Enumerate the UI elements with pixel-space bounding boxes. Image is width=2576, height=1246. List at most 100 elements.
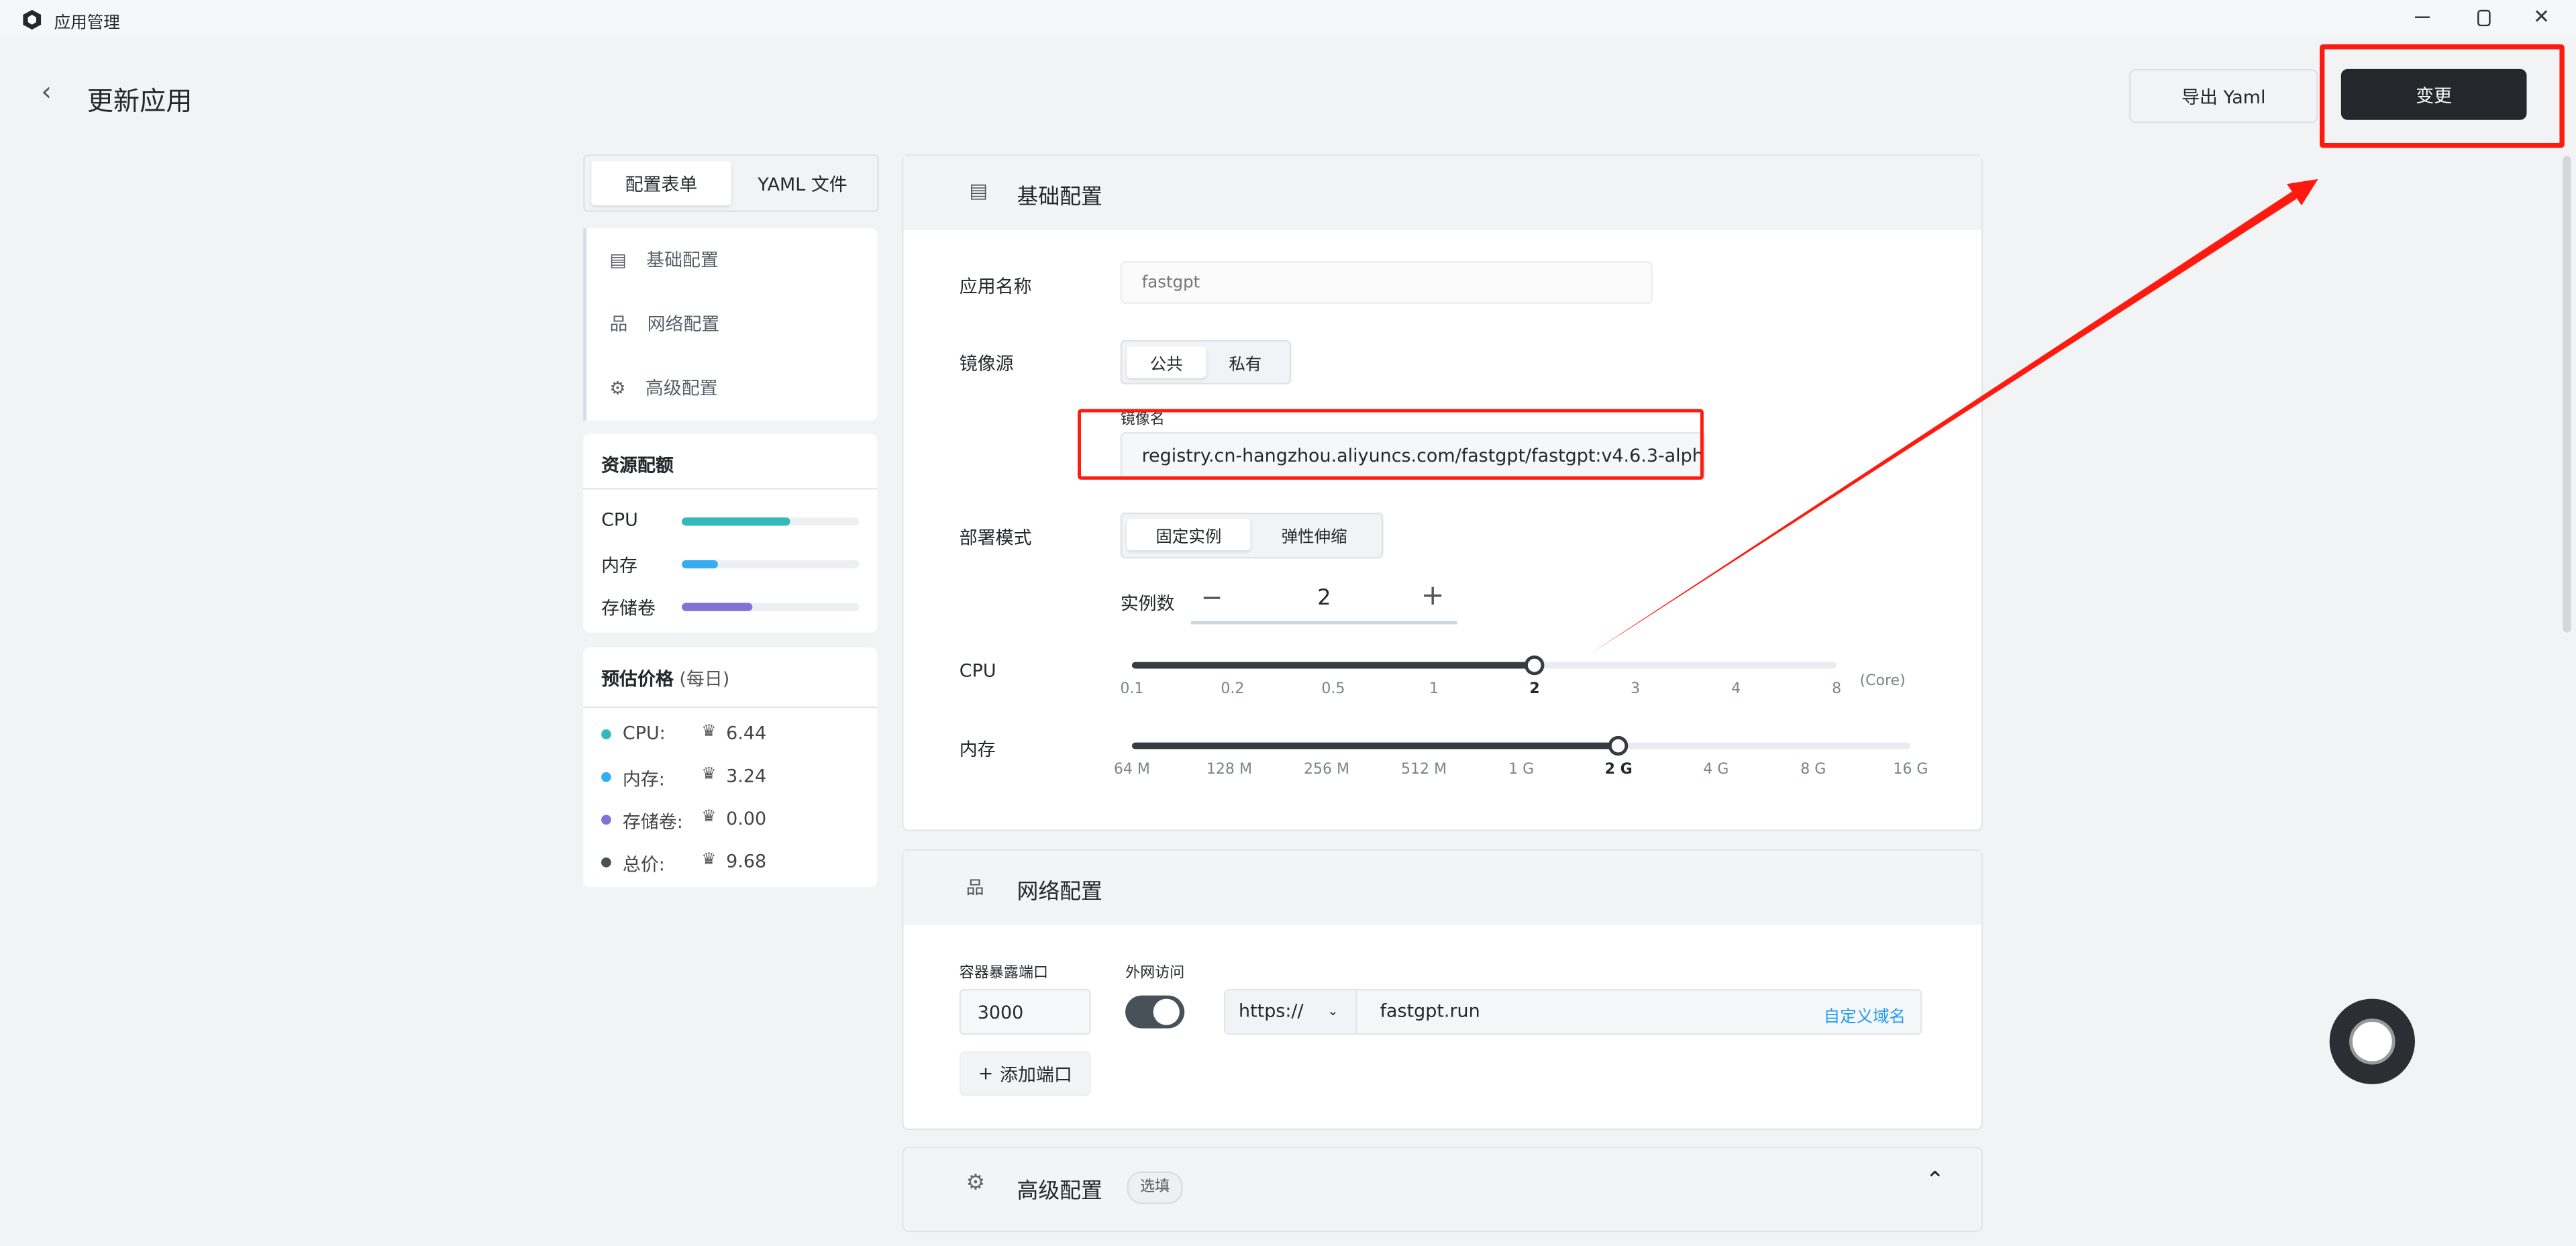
slider-tick-label[interactable]: 16 G bbox=[1893, 762, 1928, 779]
price-label: 内存: bbox=[622, 768, 665, 790]
minimize-icon[interactable] bbox=[2415, 16, 2430, 18]
custom-domain-link[interactable]: 自定义域名 bbox=[1823, 1008, 1906, 1027]
section-header: ▤ 基础配置 bbox=[903, 156, 1981, 230]
tab-yaml-file[interactable]: YAML 文件 bbox=[758, 173, 847, 195]
app-name-input[interactable] bbox=[1120, 261, 1653, 304]
increment-button[interactable]: + bbox=[1421, 580, 1445, 613]
section-header: 品 网络配置 bbox=[903, 851, 1981, 925]
tab-config-form[interactable]: 配置表单 bbox=[591, 160, 731, 206]
network-icon: 品 bbox=[966, 877, 984, 899]
port-label: 容器暴露端口 bbox=[959, 966, 1049, 983]
nav-label: 网络配置 bbox=[647, 313, 720, 335]
quota-bar-fill bbox=[682, 560, 717, 569]
cpu-label: CPU bbox=[959, 660, 996, 682]
port-input[interactable]: 3000 bbox=[959, 988, 1091, 1035]
quota-title: 资源配额 bbox=[601, 455, 674, 477]
image-source-toggle: 公共 私有 bbox=[1120, 340, 1292, 384]
basic-config-section: ▤ 基础配置 应用名称 镜像源 公共 私有 镜像名 registry.cn-ha… bbox=[902, 154, 1983, 831]
export-yaml-button[interactable]: 导出 Yaml bbox=[2128, 68, 2318, 123]
slider-tick-label[interactable]: 4 G bbox=[1703, 762, 1729, 779]
price-value: 9.68 bbox=[726, 851, 767, 873]
image-source-label: 镜像源 bbox=[959, 353, 1014, 375]
network-config-section: 品 网络配置 容器暴露端口 3000 外网访问 https:// ⌄ fastgp… bbox=[902, 849, 1983, 1131]
submit-change-button[interactable]: 变更 bbox=[2340, 68, 2527, 120]
nav-label: 高级配置 bbox=[645, 378, 718, 399]
slider-tick-label[interactable]: 1 G bbox=[1508, 762, 1535, 779]
price-suffix: (每日) bbox=[679, 668, 730, 690]
legend-dot bbox=[601, 858, 611, 868]
coin-icon: ♛ bbox=[701, 723, 717, 741]
option-public[interactable]: 公共 bbox=[1127, 346, 1206, 378]
replicas-value[interactable]: 2 bbox=[1317, 586, 1331, 611]
document-icon: ▤ bbox=[969, 178, 988, 203]
nav-item-network[interactable]: 品网络配置 bbox=[609, 309, 719, 338]
coin-icon: ♛ bbox=[701, 851, 717, 870]
optional-badge: 选填 bbox=[1127, 1171, 1183, 1204]
quota-label: CPU bbox=[601, 509, 638, 531]
slider-tick-label[interactable]: 2 bbox=[1529, 682, 1540, 698]
domain-value[interactable]: fastgpt.run bbox=[1380, 1000, 1480, 1022]
memory-slider[interactable]: 64 M 128 M 256 M 512 M 1 G 2 G 4 G 8 G 16 G bbox=[1114, 735, 1928, 778]
image-name-label: 镜像名 bbox=[1120, 412, 1165, 429]
price-value: 3.24 bbox=[726, 765, 767, 787]
slider-tick-label[interactable]: 2 G bbox=[1604, 762, 1633, 779]
slider-tick-label[interactable]: 256 M bbox=[1303, 762, 1350, 779]
section-title: 基础配置 bbox=[1017, 185, 1102, 211]
annotation-box-image-name bbox=[1078, 409, 1704, 480]
nav-item-basic[interactable]: ▤ 基础配置 bbox=[609, 245, 719, 274]
chevron-up-icon[interactable]: ⌃ bbox=[1925, 1167, 1945, 1194]
price-label: 总价: bbox=[622, 854, 665, 876]
plus-icon: + bbox=[978, 1063, 994, 1084]
legend-dot bbox=[601, 815, 611, 825]
slider-tick-label[interactable]: 64 M bbox=[1113, 762, 1150, 779]
option-private[interactable]: 私有 bbox=[1229, 356, 1262, 375]
replicas-stepper: − 2 + bbox=[1191, 580, 1457, 625]
nav-item-advanced[interactable]: ⚙ 高级配置 bbox=[609, 373, 717, 403]
slider-tick-label[interactable]: 0.1 bbox=[1120, 682, 1144, 698]
slider-tick-label[interactable]: 8 bbox=[1832, 682, 1842, 698]
decrement-button[interactable]: − bbox=[1200, 581, 1223, 613]
page-title: 更新应用 bbox=[87, 85, 193, 117]
slider-tick-label[interactable]: 128 M bbox=[1206, 762, 1252, 779]
quota-label: 内存 bbox=[601, 555, 637, 577]
slider-tick-label[interactable]: 4 bbox=[1731, 682, 1741, 698]
view-tabs: 配置表单 YAML 文件 bbox=[583, 154, 879, 212]
advanced-config-section[interactable]: ⚙ 高级配置 选填 ⌃ bbox=[902, 1146, 1983, 1233]
floating-assistant-button[interactable] bbox=[2329, 998, 2416, 1084]
slider-tick-label[interactable]: 1 bbox=[1429, 682, 1439, 698]
option-autoscale[interactable]: 弹性伸缩 bbox=[1281, 529, 1347, 548]
back-icon[interactable]: ‹ bbox=[41, 75, 52, 107]
deploy-mode-label: 部署模式 bbox=[959, 527, 1032, 549]
coin-icon: ♛ bbox=[701, 808, 717, 827]
gear-icon: ⚙ bbox=[609, 376, 626, 399]
slider-tick-label[interactable]: 512 M bbox=[1401, 762, 1447, 779]
slider-tick-label[interactable]: 0.2 bbox=[1221, 682, 1245, 698]
nav-label: 基础配置 bbox=[646, 250, 719, 271]
cpu-slider[interactable]: 0.1 0.2 0.5 1 2 3 4 8 bbox=[1120, 655, 1841, 698]
quota-bar bbox=[682, 603, 860, 611]
price-value: 0.00 bbox=[726, 808, 767, 830]
app-name-label: 应用名称 bbox=[959, 276, 1032, 298]
slider-tick-label[interactable]: 8 G bbox=[1800, 762, 1826, 779]
scrollbar[interactable] bbox=[2563, 156, 2571, 633]
legend-dot bbox=[601, 772, 611, 782]
add-port-button[interactable]: + 添加端口 bbox=[959, 1051, 1091, 1096]
coin-icon: ♛ bbox=[701, 765, 717, 784]
slider-thumb[interactable] bbox=[1525, 655, 1545, 676]
slider-thumb[interactable] bbox=[1608, 735, 1629, 756]
price-title: 预估价格 bbox=[601, 668, 674, 690]
network-icon: 品 bbox=[609, 313, 628, 335]
domain-field: https:// ⌄ fastgpt.run 自定义域名 bbox=[1223, 988, 1922, 1035]
protocol-select[interactable]: https:// ⌄ bbox=[1225, 990, 1357, 1033]
close-icon[interactable]: ✕ bbox=[2533, 5, 2550, 28]
option-fixed[interactable]: 固定实例 bbox=[1127, 519, 1251, 551]
restore-icon[interactable] bbox=[2477, 9, 2491, 27]
cpu-unit: (Core) bbox=[1859, 673, 1906, 690]
slider-tick-label[interactable]: 3 bbox=[1631, 682, 1641, 698]
gear-icon: ⚙ bbox=[966, 1171, 986, 1196]
slider-tick-label[interactable]: 0.5 bbox=[1321, 682, 1345, 698]
public-access-label: 外网访问 bbox=[1125, 966, 1185, 983]
public-access-toggle[interactable] bbox=[1125, 995, 1185, 1029]
